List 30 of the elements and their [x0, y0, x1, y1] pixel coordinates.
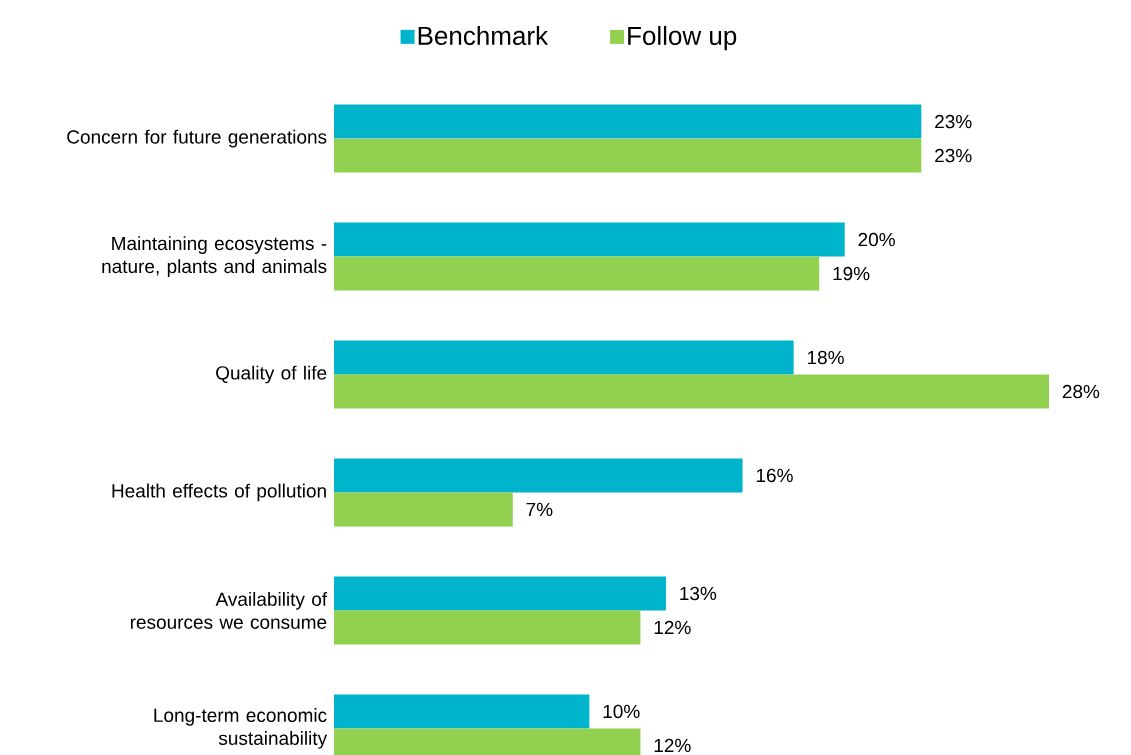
bar — [334, 374, 1050, 409]
data-label: 7% — [526, 502, 553, 517]
bar — [334, 576, 666, 611]
legend-label: Follow up — [628, 25, 737, 51]
bar — [334, 256, 820, 291]
data-label: 12% — [654, 620, 691, 635]
bar — [334, 138, 922, 173]
bar — [334, 222, 845, 257]
y-tick-label: Availability of resources we consume — [130, 591, 328, 629]
data-label: 13% — [680, 586, 717, 601]
data-label: 12% — [654, 738, 691, 753]
bar — [334, 458, 743, 493]
y-tick-label: Health effects of pollution — [112, 483, 326, 502]
data-label: 16% — [756, 468, 793, 483]
data-label: 18% — [807, 350, 844, 365]
data-label: 23% — [935, 114, 972, 129]
legend-label: Benchmark — [418, 25, 549, 46]
data-label: 28% — [1062, 384, 1100, 399]
data-label: 10% — [603, 704, 640, 719]
data-label: 23% — [935, 148, 972, 163]
bar — [334, 340, 794, 375]
data-label: 20% — [858, 232, 895, 247]
bar — [334, 492, 513, 527]
data-label: 19% — [833, 266, 870, 281]
y-tick-label: Concern for future generations — [67, 129, 327, 148]
y-tick-label: Long-term economic sustainability — [154, 708, 328, 749]
y-tick-label: Quality of life — [216, 365, 327, 384]
bar — [334, 104, 922, 139]
y-tick-label: Maintaining ecosystems - nature, plants and animals — [102, 236, 327, 277]
bar — [334, 610, 641, 645]
